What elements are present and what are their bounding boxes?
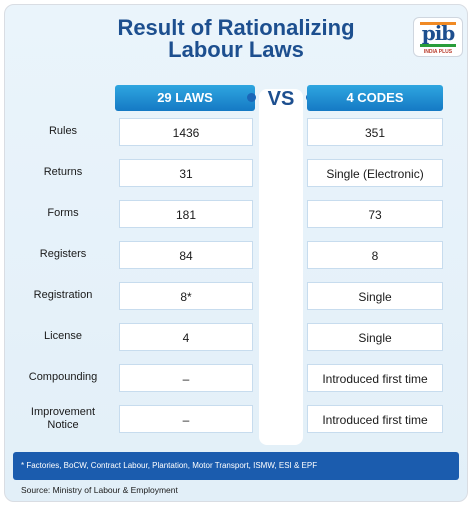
laws-value-cell: 1436 bbox=[119, 118, 253, 146]
laws-value-cell: – bbox=[119, 405, 253, 433]
header-left-dot bbox=[247, 93, 256, 102]
row-label: Improvement Notice bbox=[30, 406, 96, 431]
title-line-1: Result of Rationalizing bbox=[117, 15, 355, 40]
pib-logo: pib INDIA PLUS bbox=[413, 17, 463, 57]
codes-value-cell: Introduced first time bbox=[307, 364, 443, 392]
vs-divider bbox=[259, 89, 303, 445]
codes-value-cell: 8 bbox=[307, 241, 443, 269]
codes-value-cell: Single bbox=[307, 323, 443, 351]
vs-label: VS bbox=[267, 88, 295, 110]
row-label: Forms bbox=[47, 207, 79, 219]
row-label: Compounding bbox=[28, 371, 98, 383]
row-label: Rules bbox=[48, 125, 78, 137]
logo-text: pib bbox=[421, 21, 456, 45]
row-label: Returns bbox=[43, 166, 83, 178]
laws-value-cell: 31 bbox=[119, 159, 253, 187]
row-label: License bbox=[44, 330, 82, 342]
codes-value-cell: Single (Electronic) bbox=[307, 159, 443, 187]
logo-subtext: INDIA PLUS bbox=[423, 49, 453, 55]
row-label: Registration bbox=[33, 289, 93, 301]
logo-saffron-stripe bbox=[420, 22, 456, 25]
row-label: Registers bbox=[39, 248, 87, 260]
logo-green-stripe bbox=[420, 44, 456, 47]
footnote-bar: * Factories, BoCW, Contract Labour, Plan… bbox=[13, 452, 459, 480]
laws-value-cell: 181 bbox=[119, 200, 253, 228]
laws-value-cell: – bbox=[119, 364, 253, 392]
codes-value-cell: Single bbox=[307, 282, 443, 310]
header-4-codes: 4 CODES bbox=[307, 85, 443, 111]
infographic-card: Result of Rationalizing Labour Laws pib … bbox=[4, 4, 468, 502]
codes-value-cell: 351 bbox=[307, 118, 443, 146]
page-title: Result of Rationalizing Labour Laws bbox=[5, 17, 467, 61]
laws-value-cell: 84 bbox=[119, 241, 253, 269]
codes-value-cell: 73 bbox=[307, 200, 443, 228]
source-text: Source: Ministry of Labour & Employment bbox=[21, 485, 178, 495]
laws-value-cell: 4 bbox=[119, 323, 253, 351]
laws-value-cell: 8* bbox=[119, 282, 253, 310]
header-29-laws: 29 LAWS bbox=[115, 85, 255, 111]
title-line-2: Labour Laws bbox=[168, 37, 304, 62]
codes-value-cell: Introduced first time bbox=[307, 405, 443, 433]
